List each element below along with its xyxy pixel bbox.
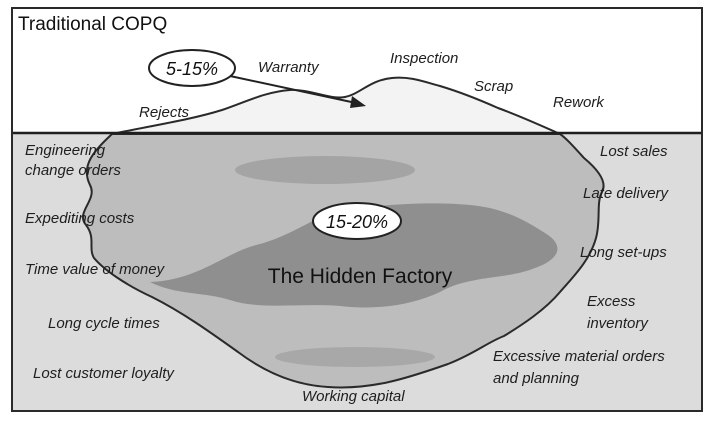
label-excessive-material-orders-line1: Excessive material orders — [493, 348, 665, 365]
iceberg-patch — [235, 156, 415, 184]
label-rework: Rework — [553, 94, 605, 111]
label-inspection: Inspection — [390, 50, 458, 67]
callout-below-water-oval — [312, 202, 402, 240]
label-engineering-change-orders-line1: Engineering — [25, 142, 106, 159]
label-rejects: Rejects — [139, 104, 190, 121]
callout-above-water-oval — [148, 49, 236, 87]
label-expediting-costs: Expediting costs — [25, 210, 135, 227]
label-long-cycle-times: Long cycle times — [48, 315, 160, 332]
callout-below-water: 15-20% — [326, 212, 388, 232]
label-warranty: Warranty — [258, 59, 320, 76]
diagram-title: Traditional COPQ — [18, 14, 167, 35]
label-time-value-of-money: Time value of money — [25, 261, 166, 278]
label-scrap: Scrap — [474, 78, 513, 95]
label-long-set-ups: Long set-ups — [580, 244, 667, 261]
label-lost-customer-loyalty: Lost customer loyalty — [33, 365, 175, 382]
callout-arrow — [229, 75, 357, 104]
label-excess-inventory-line1: Excess — [587, 293, 636, 310]
label-excessive-material-orders-line2: and planning — [493, 370, 580, 387]
hidden-factory-label: The Hidden Factory — [268, 265, 453, 288]
label-working-capital: Working capital — [302, 388, 405, 405]
callout-above-water: 5-15% — [166, 59, 218, 79]
label-late-delivery: Late delivery — [583, 185, 670, 202]
frame — [11, 7, 703, 412]
iceberg-patch — [275, 347, 435, 367]
label-excess-inventory-line2: inventory — [587, 315, 649, 332]
callout-arrowhead — [350, 96, 366, 108]
iceberg-tip — [111, 76, 561, 135]
label-engineering-change-orders-line2: change orders — [25, 162, 121, 179]
iceberg-dark-core — [150, 203, 558, 308]
label-lost-sales: Lost sales — [600, 143, 668, 160]
